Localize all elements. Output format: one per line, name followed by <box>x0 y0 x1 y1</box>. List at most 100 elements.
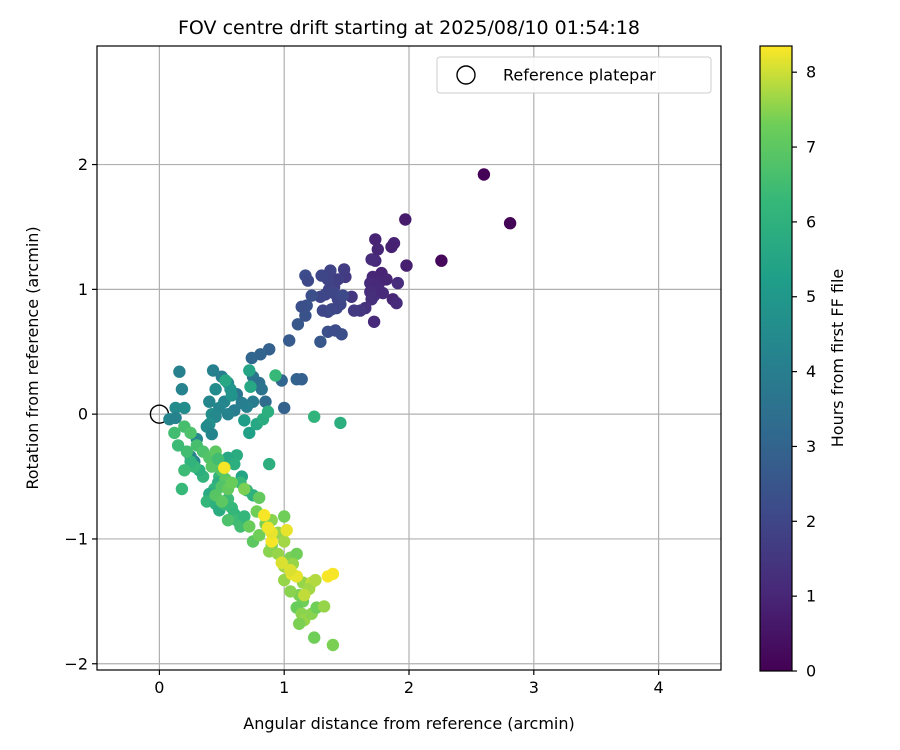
data-point <box>295 373 308 386</box>
data-point <box>205 427 218 441</box>
data-point <box>168 426 181 440</box>
data-point <box>308 631 321 644</box>
colorbar-tick-label: 5 <box>806 287 816 306</box>
data-point <box>477 168 491 181</box>
y-tick-label: −2 <box>64 654 88 673</box>
colorbar-tick-label: 4 <box>806 362 816 381</box>
data-point <box>280 524 293 537</box>
data-point <box>238 482 251 496</box>
data-point <box>180 445 194 458</box>
legend-marker-icon <box>456 65 476 85</box>
data-point <box>335 328 348 341</box>
y-tick-label: 2 <box>78 155 88 174</box>
data-points <box>149 168 517 652</box>
colorbar-tick-label: 2 <box>806 512 816 531</box>
data-point <box>347 304 361 317</box>
y-axis-label: Rotation from reference (arcmin) <box>23 226 42 489</box>
data-point <box>336 289 350 302</box>
data-point <box>259 395 272 408</box>
data-point <box>399 213 412 226</box>
data-point <box>334 416 347 430</box>
data-point <box>169 411 182 425</box>
data-point <box>219 374 232 387</box>
data-point <box>380 273 393 286</box>
grid-lines <box>97 46 721 670</box>
data-point <box>315 269 328 282</box>
data-point <box>171 439 185 452</box>
colorbar-tick-label: 7 <box>806 138 816 157</box>
x-tick-label: 3 <box>529 678 539 697</box>
colorbar-label: Hours from first FF file <box>828 269 847 448</box>
chart-title: FOV centre drift starting at 2025/08/10 … <box>178 17 640 39</box>
colorbar-tick-label: 0 <box>806 662 816 681</box>
data-point <box>234 520 247 533</box>
data-point <box>309 573 322 587</box>
data-point <box>278 535 291 548</box>
data-point <box>245 351 258 365</box>
data-point <box>209 383 222 396</box>
data-point <box>291 318 305 331</box>
data-point <box>228 457 241 471</box>
data-point <box>284 564 297 577</box>
data-point <box>308 410 321 423</box>
data-point <box>371 243 384 256</box>
data-point <box>275 556 288 569</box>
data-point <box>261 521 275 534</box>
data-point <box>258 509 271 522</box>
data-point <box>376 286 389 300</box>
data-point <box>175 482 189 496</box>
data-point <box>238 414 251 427</box>
colorbar <box>759 45 793 672</box>
data-point <box>240 400 253 413</box>
data-point <box>178 464 191 477</box>
data-point <box>253 529 266 542</box>
legend-label: Reference platepar <box>503 66 656 85</box>
y-tick-label: −1 <box>64 529 88 548</box>
data-point <box>243 520 256 533</box>
data-point <box>265 535 278 548</box>
data-point <box>218 461 231 474</box>
data-point <box>299 309 312 322</box>
legend-box <box>436 56 712 94</box>
data-point <box>337 263 351 276</box>
y-axis-ticks: −2 −1 0 1 2 <box>64 155 97 673</box>
data-point <box>184 426 197 440</box>
legend: Reference platepar <box>436 56 712 94</box>
colorbar-tick-label: 8 <box>806 63 816 82</box>
data-point <box>238 510 251 523</box>
data-point <box>211 452 225 466</box>
x-tick-label: 1 <box>279 678 289 697</box>
data-point <box>221 408 235 421</box>
data-point <box>391 276 404 290</box>
data-point <box>173 365 186 378</box>
y-tick-label: 0 <box>78 405 88 424</box>
data-point <box>365 293 378 306</box>
data-point <box>175 383 189 396</box>
data-point <box>284 585 297 598</box>
colorbar-tick-label: 6 <box>806 212 816 231</box>
data-point <box>261 405 275 418</box>
x-tick-label: 4 <box>654 678 664 697</box>
data-point <box>369 233 382 246</box>
data-point <box>326 567 340 581</box>
data-point <box>255 383 268 396</box>
data-point <box>244 380 257 393</box>
x-tick-label: 0 <box>154 678 164 697</box>
data-point <box>435 254 448 267</box>
data-point <box>278 510 291 523</box>
data-point <box>206 364 220 377</box>
data-point <box>184 455 197 468</box>
data-point <box>314 335 327 348</box>
data-point <box>503 217 517 230</box>
data-point <box>243 426 256 440</box>
data-point <box>253 491 266 504</box>
data-point <box>400 259 413 272</box>
x-axis-label: Angular distance from reference (arcmin) <box>243 714 574 733</box>
y-tick-label: 1 <box>78 280 88 299</box>
data-point <box>293 617 306 630</box>
data-point <box>305 289 318 302</box>
x-tick-label: 2 <box>404 678 414 697</box>
data-point <box>298 588 311 602</box>
data-point <box>385 240 398 254</box>
